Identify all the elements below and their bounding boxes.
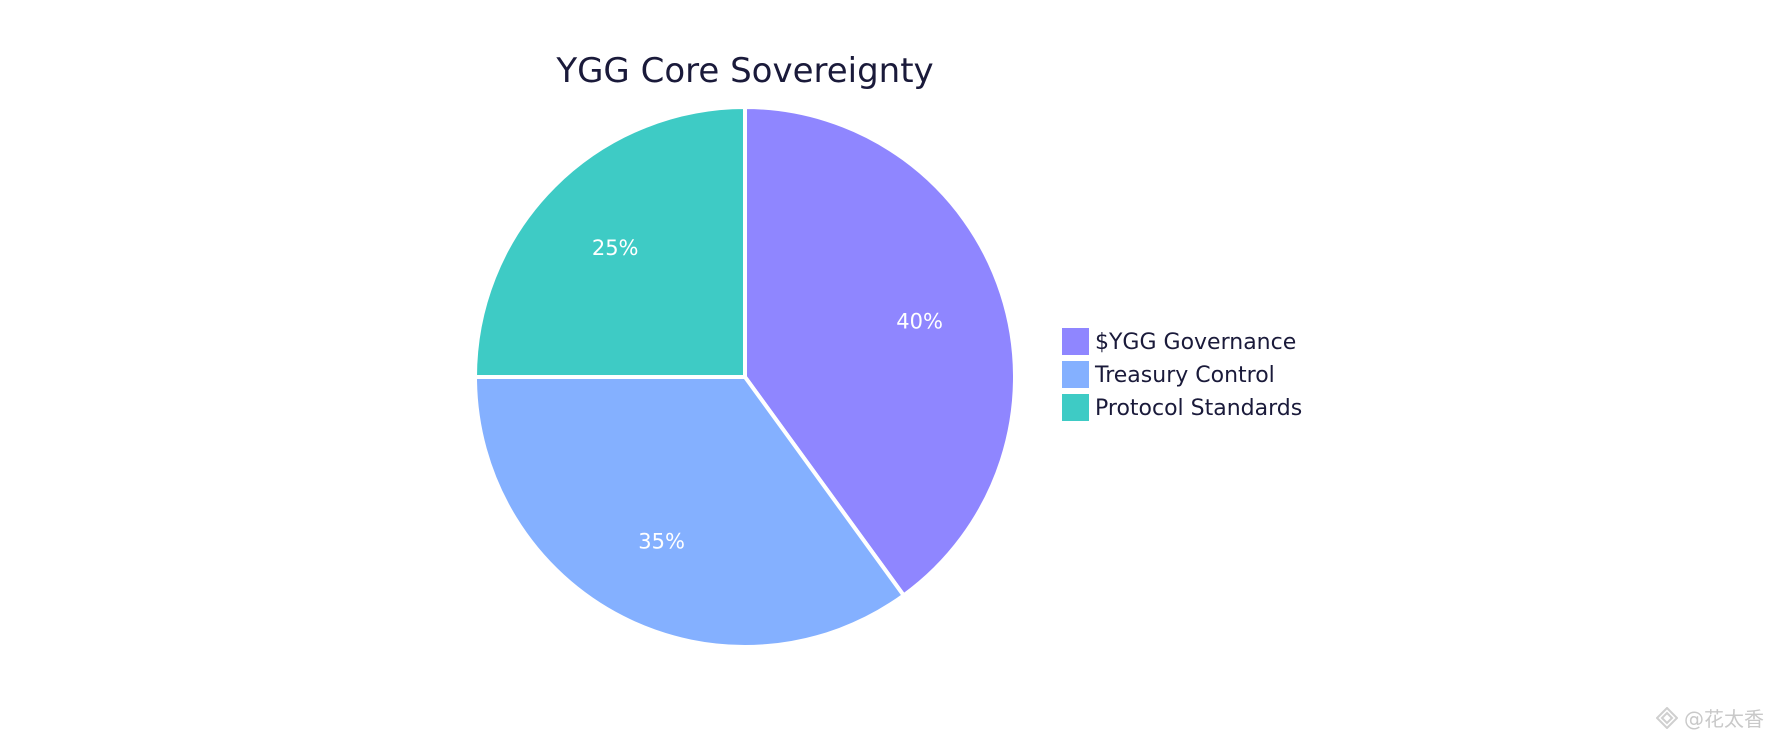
- legend-item-ygg-governance[interactable]: $YGG Governance: [1062, 328, 1296, 355]
- slice-label-ygg-governance: 40%: [896, 309, 943, 333]
- pie-slice-protocol-standards[interactable]: [473, 105, 747, 379]
- slice-label-protocol-standards: 25%: [592, 236, 639, 260]
- legend-swatch: [1062, 361, 1089, 388]
- diamond-logo-icon: [1656, 706, 1678, 729]
- pie-slice-treasury-control[interactable]: [473, 375, 906, 649]
- watermark-text: @花太香: [1684, 707, 1764, 731]
- legend-item-protocol-standards[interactable]: Protocol Standards: [1062, 394, 1302, 421]
- chart-title: YGG Core Sovereignty: [555, 51, 933, 91]
- legend-swatch: [1062, 394, 1089, 421]
- legend-label: $YGG Governance: [1095, 330, 1296, 355]
- legend-label: Protocol Standards: [1095, 396, 1302, 421]
- pie-slice-labels: 40% 35% 25%: [592, 236, 943, 553]
- pie-slices: [473, 105, 1017, 649]
- pie-slice-ygg-governance[interactable]: [743, 105, 1017, 598]
- legend: $YGG Governance Treasury Control Protocol …: [1062, 328, 1302, 421]
- legend-label: Treasury Control: [1094, 363, 1275, 388]
- watermark: @花太香: [1656, 703, 1764, 732]
- legend-item-treasury-control[interactable]: Treasury Control: [1062, 361, 1275, 388]
- legend-swatch: [1062, 328, 1089, 355]
- slice-label-treasury-control: 35%: [638, 530, 685, 554]
